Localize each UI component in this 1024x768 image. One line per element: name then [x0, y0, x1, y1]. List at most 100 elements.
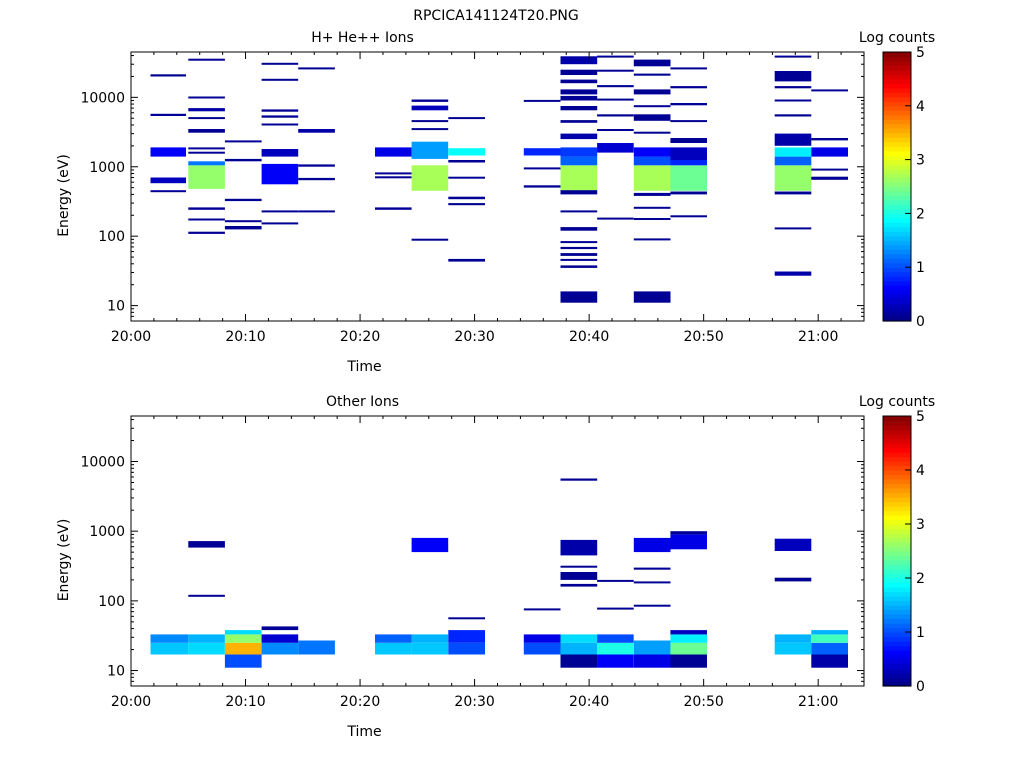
heatmap-cell [298, 640, 335, 655]
heatmap-cell [670, 67, 707, 70]
colorbar-tick-label: 2 [916, 206, 925, 222]
colorbar-segment [883, 285, 911, 291]
heatmap-cell [523, 167, 561, 170]
colorbar-segment [883, 186, 911, 192]
colorbar-tick-label: 1 [916, 260, 925, 276]
heatmap-cell [188, 231, 225, 234]
heatmap-cell [560, 156, 598, 166]
colorbar-segment [883, 74, 911, 80]
heatmap-cell [261, 78, 299, 81]
colorbar-segment [883, 663, 911, 669]
colorbar-segment [883, 159, 911, 165]
colorbar-tick-label: 2 [916, 571, 925, 587]
heatmap-cell [448, 630, 485, 643]
heatmap-cell [560, 69, 598, 75]
heatmap-cell [597, 634, 634, 643]
heatmap-cell [224, 654, 262, 668]
x-tick-label: 20:50 [683, 329, 723, 345]
heatmap-cell [298, 129, 335, 133]
heatmap-cell [597, 129, 634, 131]
heatmap-cell [774, 271, 812, 276]
y-tick-label: 10000 [80, 90, 125, 106]
heatmap-cell [523, 634, 561, 643]
heatmap-cell [224, 630, 262, 635]
heatmap-cell [633, 604, 671, 607]
colorbar-segment [883, 510, 911, 516]
heatmap-cell [560, 265, 598, 268]
heatmap-cell [597, 642, 634, 655]
heatmap-cell [670, 103, 707, 106]
colorbar-segment [883, 641, 911, 647]
colorbar-segment [883, 416, 911, 422]
heatmap-cell [261, 163, 299, 185]
colorbar-segment [883, 677, 911, 683]
heatmap-cell [560, 478, 598, 481]
heatmap-cell [188, 642, 225, 655]
colorbar-segment [883, 231, 911, 237]
heatmap-cell [224, 220, 262, 223]
heatmap-cell [560, 133, 598, 140]
heatmap-cell [375, 634, 412, 643]
heatmap-cell [670, 165, 707, 191]
colorbar-tick-label: 3 [916, 517, 925, 533]
heatmap-cell [560, 246, 598, 250]
panel-title: Other Ions [326, 394, 399, 410]
heatmap-cell [560, 106, 598, 111]
heatmap-cell [560, 654, 598, 668]
heatmap-cell [811, 642, 848, 655]
colorbar-segment [883, 141, 911, 147]
x-tick-label: 20:10 [225, 329, 265, 345]
colorbar-segment [883, 447, 911, 453]
colorbar-segment [883, 249, 911, 255]
colorbar-tick-label: 5 [916, 45, 925, 61]
heatmap-cell [188, 58, 225, 61]
heatmap-cell [188, 96, 225, 99]
colorbar-segment [883, 497, 911, 503]
y-tick-label: 1000 [89, 160, 125, 176]
colorbar-segment [883, 474, 911, 480]
heatmap-cell [560, 190, 598, 195]
colorbar-segment [883, 506, 911, 512]
colorbar-segment [883, 645, 911, 651]
heatmap-cell [261, 109, 299, 112]
heatmap-cell [811, 89, 848, 92]
colorbar-segment [883, 280, 911, 286]
heatmap-cell [774, 147, 812, 157]
heatmap-cell [188, 108, 225, 112]
heatmap-cell [261, 642, 299, 655]
heatmap-cell [774, 642, 812, 655]
heatmap-cell [261, 62, 299, 65]
heatmap-cell [633, 105, 671, 108]
colorbar-segment [883, 555, 911, 561]
heatmap-cell [670, 120, 707, 123]
colorbar-segment [883, 461, 911, 467]
colorbar-tick-label: 3 [916, 153, 925, 169]
colorbar-segment [883, 119, 911, 125]
heatmap-cell [560, 89, 598, 95]
heatmap-cell [560, 565, 598, 568]
colorbar-segment [883, 573, 911, 579]
heatmap-cell [633, 131, 671, 134]
x-tick-label: 20:40 [569, 694, 609, 710]
colorbar-segment [883, 587, 911, 593]
heatmap-cell [774, 86, 812, 89]
colorbar-frame [882, 415, 912, 687]
colorbar-segment [883, 515, 911, 521]
heatmap-cell [633, 206, 671, 209]
heatmap-cell [560, 291, 598, 303]
y-tick-label: 100 [98, 594, 125, 610]
heatmap-cell [224, 634, 262, 643]
heatmap-cell [774, 114, 812, 117]
x-tick-label: 21:00 [798, 694, 838, 710]
colorbar-segment [883, 429, 911, 435]
panel-h-he-ions: 20:00 20:10 20:20 20:30 20:40 20:50 21:0010100… [56, 30, 935, 375]
colorbar-segment [883, 668, 911, 674]
colorbar-segment [883, 537, 911, 543]
colorbar-segment [883, 438, 911, 444]
colorbar-segment [883, 155, 911, 161]
heatmap-cell [560, 227, 598, 231]
heatmap-cell [448, 160, 485, 163]
colorbar-segment [883, 546, 911, 552]
heatmap-cell [224, 226, 262, 230]
colorbar-segment [883, 69, 911, 76]
